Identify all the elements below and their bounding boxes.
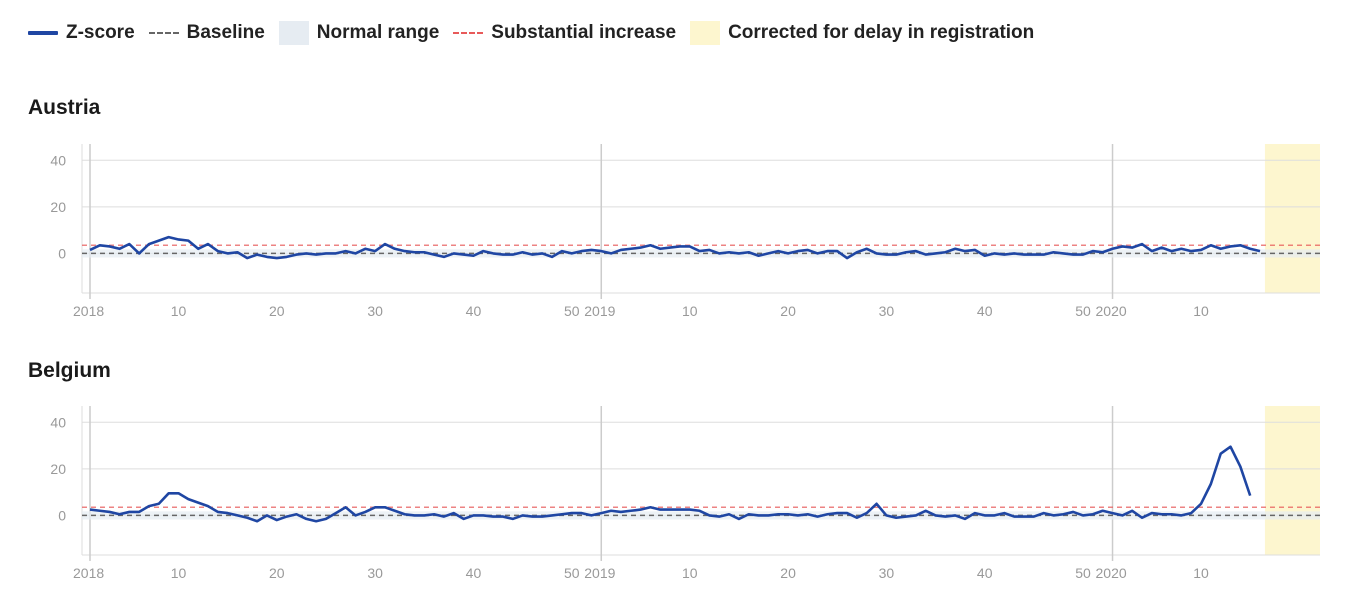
x-tick-label: 2018 xyxy=(73,565,104,581)
y-tick-label: 40 xyxy=(50,152,66,168)
x-tick-label: 30 xyxy=(367,565,383,581)
x-tick-label: 50 xyxy=(564,303,580,319)
normal-range-band xyxy=(82,249,1320,258)
legend-substantial-label: Substantial increase xyxy=(491,22,677,43)
legend-baseline[interactable]: Baseline xyxy=(148,22,265,44)
x-tick-label: 10 xyxy=(171,565,187,581)
x-tick-label: 2020 xyxy=(1096,565,1127,581)
x-tick-label: 40 xyxy=(977,565,993,581)
legend-zscore[interactable]: Z-score xyxy=(28,22,135,44)
x-tick-label: 40 xyxy=(977,303,993,319)
x-tick-label: 10 xyxy=(1193,303,1209,319)
zscore-line xyxy=(89,235,1261,260)
x-tick-label: 50 xyxy=(564,565,580,581)
x-tick-label: 2019 xyxy=(584,303,615,319)
x-tick-label: 30 xyxy=(367,303,383,319)
x-tick-label: 50 xyxy=(1075,303,1091,319)
x-tick-label: 10 xyxy=(682,565,698,581)
corrected-region xyxy=(1264,406,1320,555)
x-tick-label: 40 xyxy=(466,565,482,581)
x-tick-label: 30 xyxy=(879,565,895,581)
zscore-line xyxy=(89,445,1252,523)
corrected-region xyxy=(1264,144,1320,293)
legend-baseline-label: Baseline xyxy=(186,22,265,43)
legend-normal-range-label: Normal range xyxy=(316,22,440,43)
zscore-swatch xyxy=(28,31,58,35)
legend-corrected[interactable]: Corrected for delay in registration xyxy=(690,21,1034,45)
x-tick-label: 30 xyxy=(879,303,895,319)
x-tick-label: 10 xyxy=(1193,565,1209,581)
y-tick-label: 20 xyxy=(50,461,66,477)
legend: Z-score Baseline Normal range Substantia… xyxy=(28,18,1048,48)
legend-normal-range[interactable]: Normal range xyxy=(278,21,440,45)
belgium-title: Belgium xyxy=(28,359,111,382)
substantial-increase-swatch xyxy=(453,32,484,34)
x-tick-label: 20 xyxy=(269,303,285,319)
y-tick-label: 40 xyxy=(50,414,66,430)
austria-title: Austria xyxy=(28,96,101,119)
x-tick-label: 40 xyxy=(466,303,482,319)
legend-substantial-increase[interactable]: Substantial increase xyxy=(453,22,676,44)
x-tick-label: 20 xyxy=(780,565,796,581)
corrected-swatch xyxy=(690,21,721,45)
y-tick-label: 20 xyxy=(50,199,66,215)
x-tick-label: 20 xyxy=(780,303,796,319)
x-tick-label: 2019 xyxy=(584,565,615,581)
y-tick-label: 0 xyxy=(58,245,66,261)
x-tick-label: 20 xyxy=(269,565,285,581)
x-tick-label: 10 xyxy=(171,303,187,319)
y-tick-label: 0 xyxy=(58,507,66,523)
normal-range-swatch xyxy=(278,21,309,45)
baseline-swatch xyxy=(148,32,179,34)
x-tick-label: 2020 xyxy=(1096,303,1127,319)
x-tick-label: 50 xyxy=(1075,565,1091,581)
legend-corrected-label: Corrected for delay in registration xyxy=(728,22,1035,43)
x-tick-label: 10 xyxy=(682,303,698,319)
legend-zscore-label: Z-score xyxy=(66,22,135,43)
x-tick-label: 2018 xyxy=(73,303,104,319)
normal-range-band xyxy=(82,511,1320,520)
